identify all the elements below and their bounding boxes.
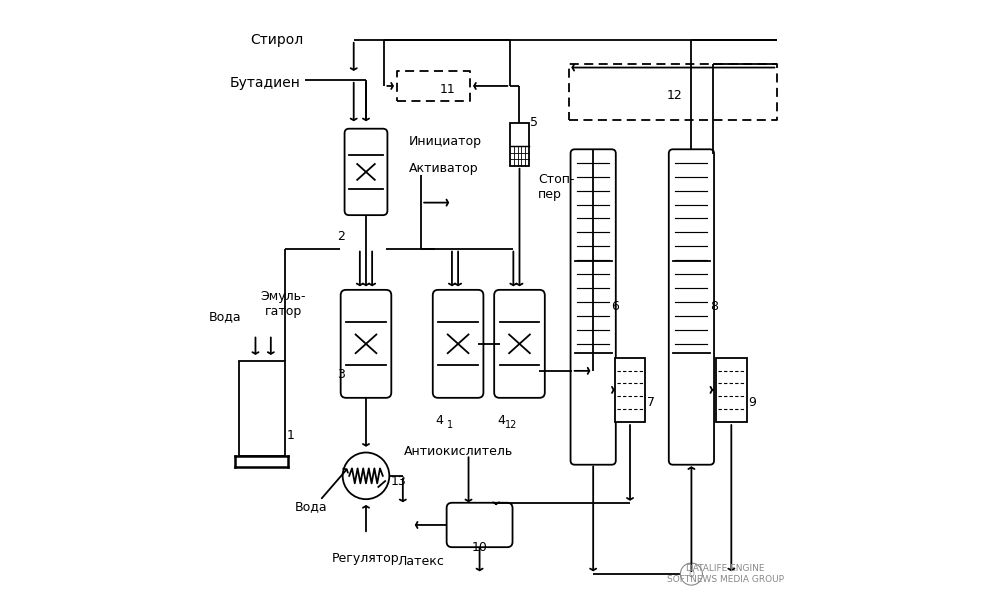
FancyBboxPatch shape (494, 290, 545, 398)
Text: 8: 8 (710, 300, 718, 314)
Text: Бутадиен: Бутадиен (229, 76, 300, 90)
FancyBboxPatch shape (345, 129, 387, 215)
Text: Антиокислитель: Антиокислитель (403, 445, 513, 458)
Text: 4: 4 (435, 414, 443, 427)
Text: Инициатор: Инициатор (409, 134, 482, 148)
Text: 6: 6 (612, 300, 620, 314)
Text: 7: 7 (646, 395, 654, 409)
Text: 5: 5 (530, 116, 538, 130)
Text: Регулятор: Регулятор (333, 552, 399, 565)
FancyBboxPatch shape (668, 149, 714, 465)
Text: D: D (688, 570, 694, 578)
FancyBboxPatch shape (341, 290, 391, 398)
Text: 12: 12 (667, 88, 682, 102)
FancyBboxPatch shape (571, 149, 616, 465)
Text: 2: 2 (338, 230, 346, 243)
FancyBboxPatch shape (433, 290, 483, 398)
Bar (615, 357, 645, 422)
Text: 10: 10 (472, 541, 487, 554)
Text: Стоп-
пер: Стоп- пер (538, 173, 575, 201)
Text: Вода: Вода (209, 309, 242, 323)
Text: 3: 3 (338, 368, 346, 381)
Text: Вода: Вода (295, 500, 327, 513)
Text: 13: 13 (390, 475, 406, 489)
Text: Латекс: Латекс (397, 555, 444, 569)
Text: Активатор: Активатор (409, 162, 479, 176)
Text: DATALIFE ENGINE
SOFTNEWS MEDIA GROUP: DATALIFE ENGINE SOFTNEWS MEDIA GROUP (666, 564, 784, 584)
Text: Эмуль-
гатор: Эмуль- гатор (260, 290, 306, 318)
Text: 9: 9 (748, 395, 756, 409)
Bar (510, 123, 529, 166)
Text: 12: 12 (505, 420, 518, 430)
Text: 4: 4 (497, 414, 505, 427)
FancyBboxPatch shape (446, 503, 513, 547)
Circle shape (680, 563, 702, 585)
Text: 1: 1 (287, 429, 295, 443)
Text: Стирол: Стирол (250, 33, 304, 47)
Text: 11: 11 (439, 82, 455, 96)
Text: 1: 1 (447, 420, 453, 430)
Bar (239, 360, 285, 456)
Bar (716, 357, 747, 422)
Circle shape (343, 453, 389, 499)
